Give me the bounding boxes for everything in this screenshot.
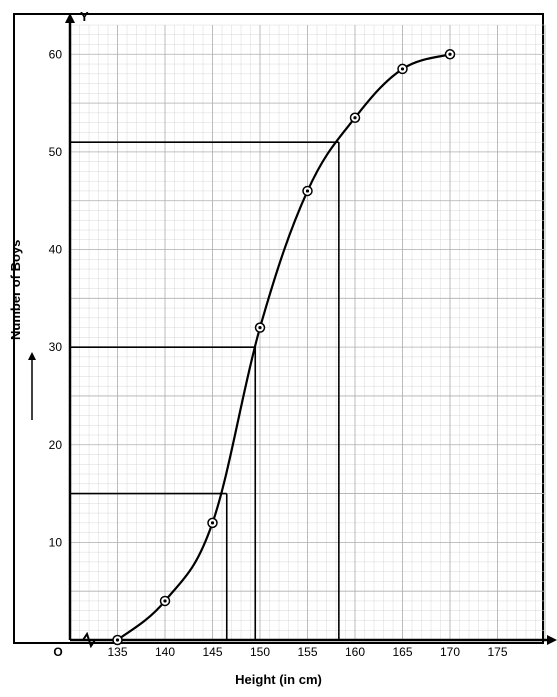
x-axis-label: Height (in cm) <box>235 672 322 687</box>
ogive-chart: 135 140 145 150 155 160 165 170 175 10 20 30 40 50 60 O… <box>0 0 557 697</box>
major-grid <box>70 25 545 640</box>
y-axis-label: Number of Boys <box>8 240 23 340</box>
svg-text:150: 150 <box>250 645 270 659</box>
svg-text:170: 170 <box>440 645 460 659</box>
svg-text:20: 20 <box>49 438 63 452</box>
svg-text:165: 165 <box>392 645 412 659</box>
svg-text:40: 40 <box>49 243 63 257</box>
svg-text:175: 175 <box>487 645 507 659</box>
chart-container: 135 140 145 150 155 160 165 170 175 10 20 30 40 50 60 O… <box>0 0 557 697</box>
svg-text:160: 160 <box>345 645 365 659</box>
svg-text:140: 140 <box>155 645 175 659</box>
svg-text:30: 30 <box>49 340 63 354</box>
svg-text:135: 135 <box>107 645 127 659</box>
svg-text:60: 60 <box>49 47 63 61</box>
svg-text:O: O <box>53 645 62 659</box>
svg-text:145: 145 <box>202 645 222 659</box>
svg-text:10: 10 <box>49 535 63 549</box>
svg-text:Y: Y <box>80 9 89 24</box>
svg-text:155: 155 <box>297 645 317 659</box>
svg-text:50: 50 <box>49 145 63 159</box>
